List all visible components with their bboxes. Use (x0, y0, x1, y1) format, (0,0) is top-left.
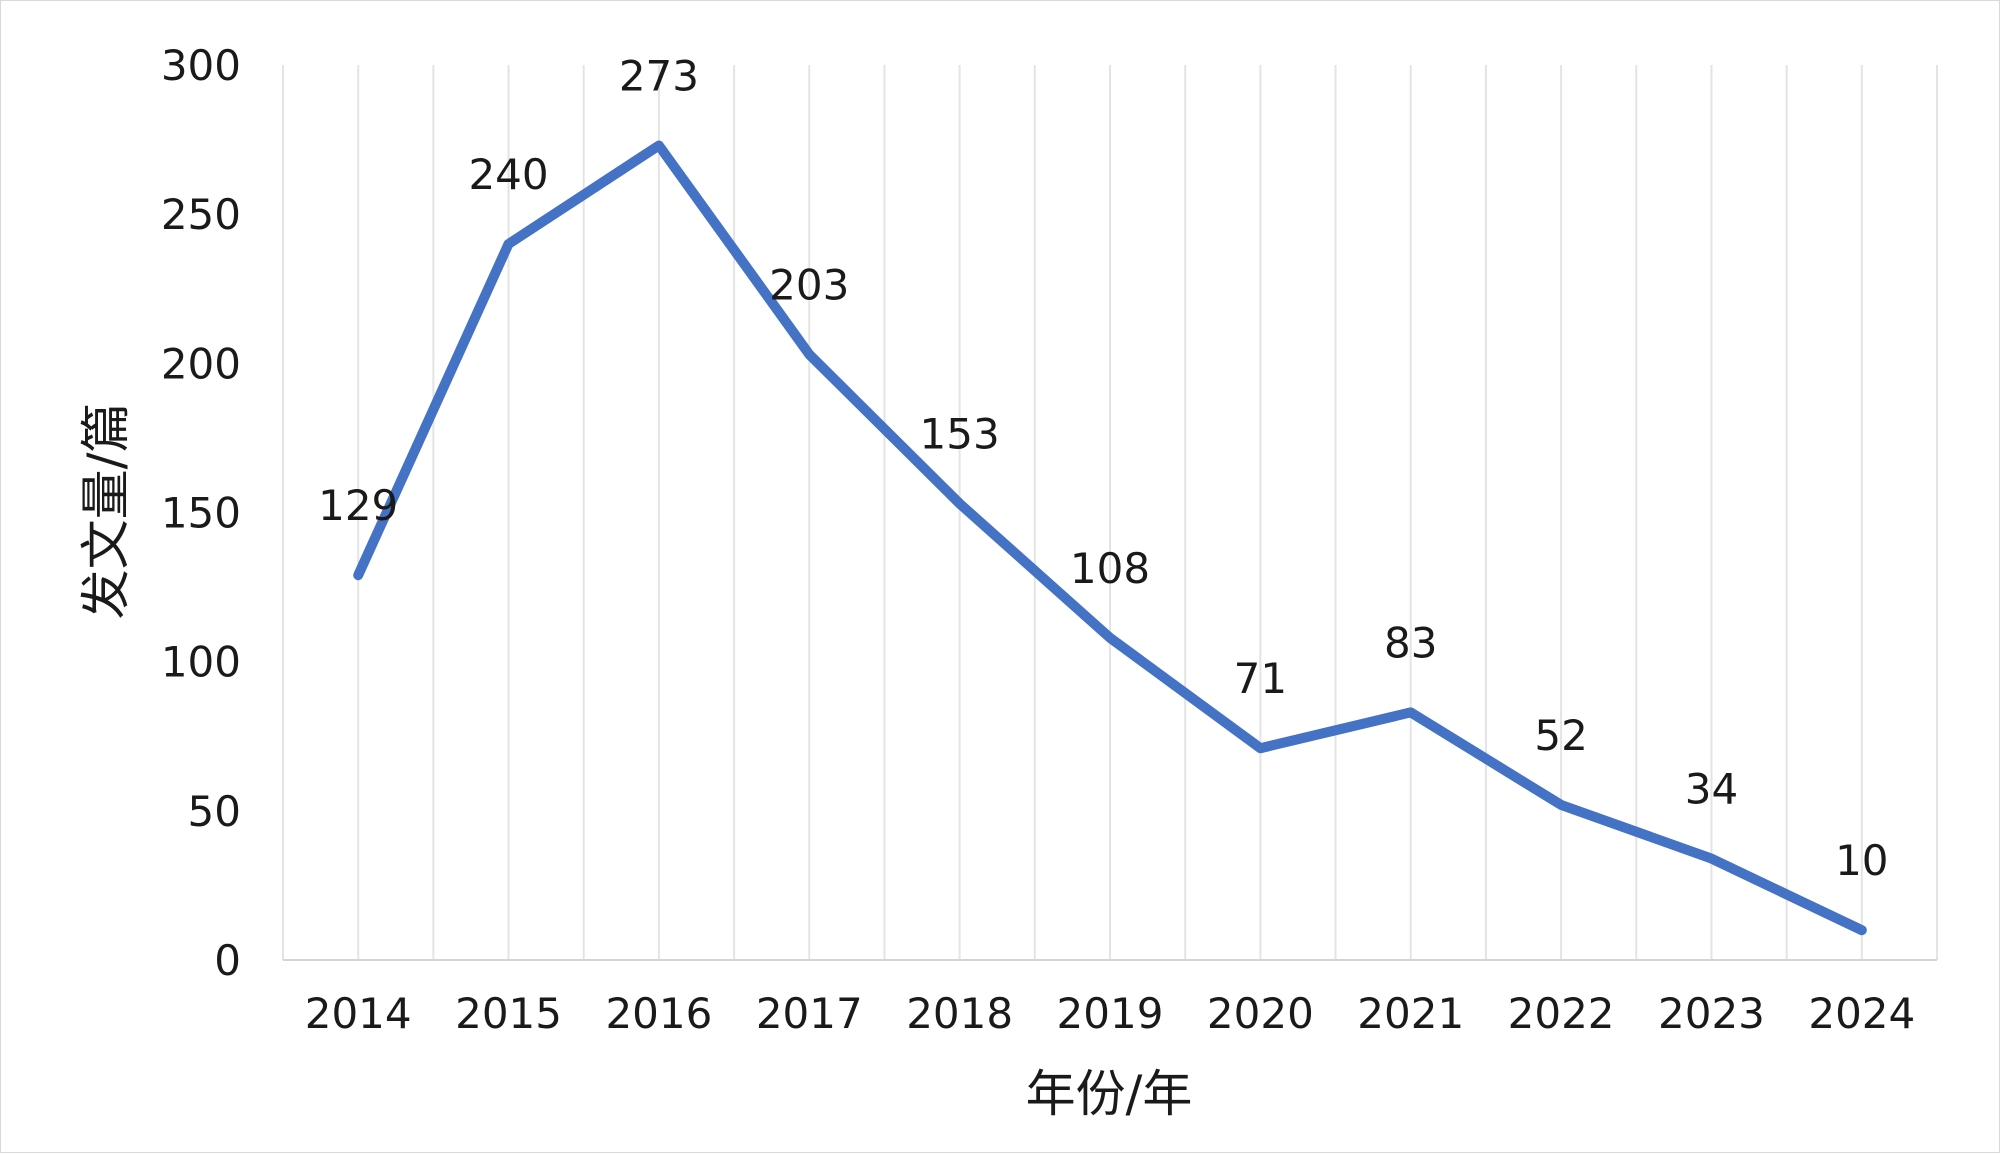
x-tick-label: 2017 (756, 989, 863, 1038)
y-tick-label: 300 (161, 41, 241, 90)
data-label: 108 (1070, 544, 1150, 593)
data-label: 83 (1384, 618, 1437, 667)
data-label: 203 (769, 260, 849, 309)
data-label: 10 (1835, 836, 1888, 885)
series-line (353, 140, 1867, 936)
data-label: 273 (619, 52, 699, 101)
data-label: 71 (1234, 654, 1287, 703)
data-labels: 129 240 273 203 153 108 71 83 52 34 10 (318, 52, 1888, 886)
x-tick-label: 2020 (1207, 989, 1314, 1038)
y-axis-ticks: 0 50 100 150 200 250 300 (161, 41, 241, 985)
y-tick-label: 0 (214, 936, 241, 985)
grid-layer (282, 65, 1938, 960)
x-tick-label: 2018 (906, 989, 1013, 1038)
x-tick-label: 2022 (1508, 989, 1615, 1038)
data-label: 153 (920, 410, 1000, 459)
x-axis-ticks: 2014 2015 2016 2017 2018 2019 2020 2021 2022 2023… (305, 989, 1916, 1038)
y-tick-label: 100 (161, 638, 241, 687)
x-tick-label: 2021 (1357, 989, 1464, 1038)
data-label: 240 (468, 150, 548, 199)
data-label: 34 (1685, 765, 1738, 814)
data-label: 129 (318, 481, 398, 530)
y-tick-label: 50 (188, 787, 241, 836)
y-tick-label: 250 (161, 190, 241, 239)
x-tick-label: 2014 (305, 989, 412, 1038)
data-label: 52 (1534, 711, 1587, 760)
x-tick-label: 2015 (455, 989, 562, 1038)
x-tick-label: 2023 (1658, 989, 1765, 1038)
y-axis-title: 发文量/篇 (77, 403, 135, 620)
x-tick-label: 2024 (1808, 989, 1915, 1038)
y-tick-label: 150 (161, 489, 241, 538)
x-tick-label: 2019 (1057, 989, 1164, 1038)
y-tick-label: 200 (161, 339, 241, 388)
x-axis-title: 年份/年 (1026, 1065, 1193, 1123)
x-tick-label: 2016 (605, 989, 712, 1038)
